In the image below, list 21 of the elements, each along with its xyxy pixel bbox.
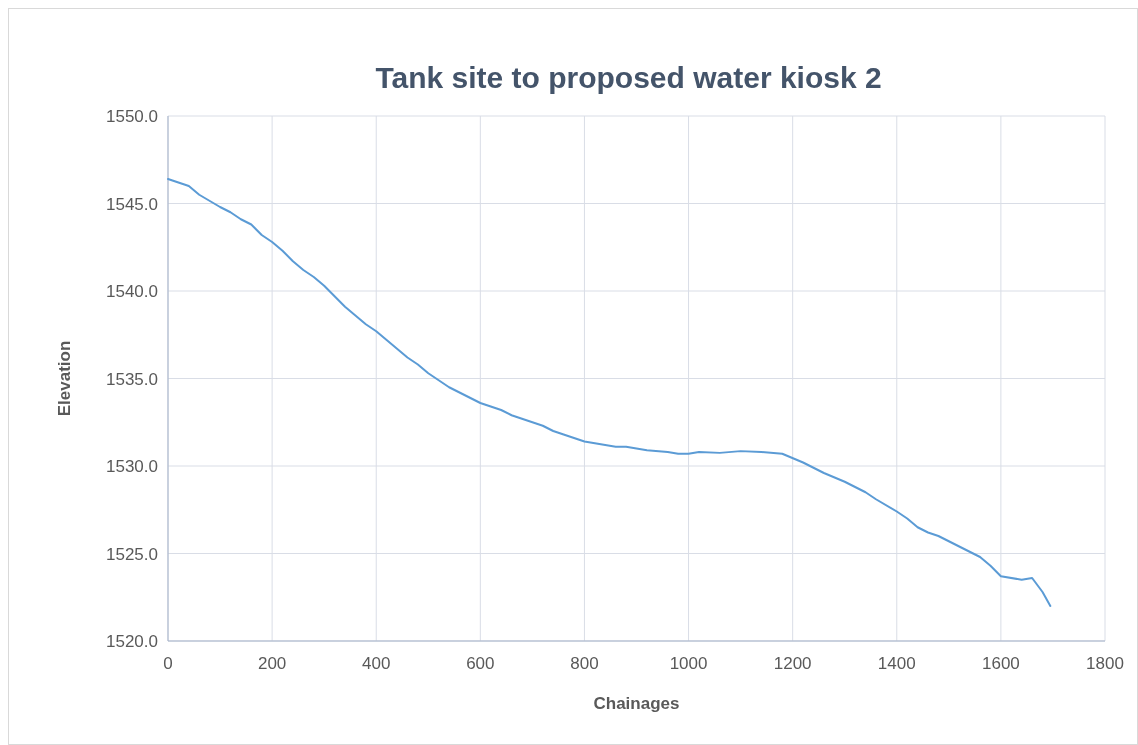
x-tick-label: 600 [466, 654, 495, 673]
x-axis-title: Chainages [593, 694, 680, 713]
y-tick-label: 1550.0 [106, 107, 158, 126]
y-tick-label: 1525.0 [106, 544, 158, 564]
x-tick-label: 1600 [981, 654, 1020, 673]
y-axis-title: Elevation [55, 340, 74, 417]
y-tick-label: 1535.0 [106, 369, 158, 389]
x-tick-label: 200 [257, 654, 287, 673]
x-tick-label: 1400 [877, 654, 916, 673]
y-tick-label: 1540.0 [106, 282, 158, 301]
y-tick-label: 1545.0 [106, 194, 158, 214]
y-tick-label: 1520.0 [106, 632, 158, 651]
x-tick-label: 800 [570, 654, 599, 673]
x-tick-label: 1800 [1086, 654, 1124, 673]
line-series [167, 178, 1052, 607]
chart-title: Tank site to proposed water kiosk 2 [375, 61, 882, 94]
x-tick-label: 400 [362, 654, 391, 673]
x-tick-label: 1000 [669, 654, 708, 673]
x-tick-label: 0 [163, 654, 173, 673]
x-tick-label: 1200 [773, 654, 812, 673]
y-tick-label: 1530.0 [106, 457, 158, 476]
